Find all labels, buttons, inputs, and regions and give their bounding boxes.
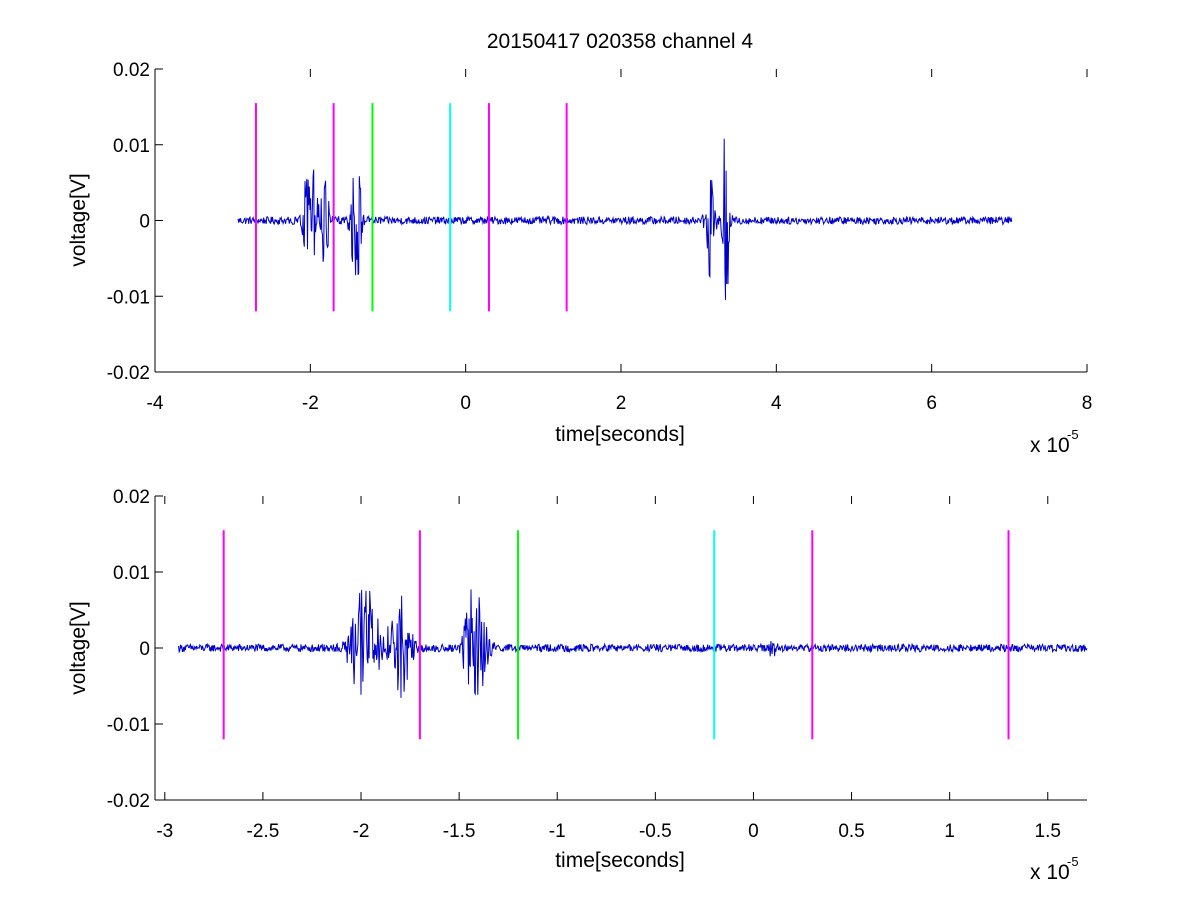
bottom-marker-layer [222, 530, 1010, 740]
bottom-x-axis-label: time[seconds] [555, 849, 685, 872]
x-tick-label: -2.5 [247, 821, 280, 842]
y-tick-label: 0 [139, 212, 150, 233]
x-tick-label: 2 [616, 393, 627, 414]
y-tick-label: -0.01 [107, 715, 150, 736]
top-marker-layer [254, 103, 568, 312]
bottom-y-ticks: -0.02 -0.01 0 0.01 0.02 [107, 487, 163, 812]
top-y-ticks: -0.02 -0.01 0 0.01 0.02 [107, 60, 163, 384]
x-tick-label: -1 [549, 821, 566, 842]
x-tick-label: 1 [944, 821, 955, 842]
x-tick-label: -4 [147, 393, 164, 414]
voltage-trace [237, 138, 1013, 300]
y-tick-label: -0.01 [107, 287, 150, 308]
top-x-exponent: x 10 -5 [1030, 427, 1079, 457]
x-tick-label: 0 [460, 393, 471, 414]
x-tick-label: 6 [926, 393, 937, 414]
x-tick-label: 4 [771, 393, 782, 414]
x-tick-label: -1.5 [443, 821, 476, 842]
top-plot: 20150417 020358 channel 4 -4 -2 0 2 4 6 8 -0.0… [67, 30, 1092, 457]
top-x-axis-label: time[seconds] [555, 423, 685, 446]
y-tick-label: 0.01 [113, 136, 150, 157]
top-y-axis-label: voltage[V] [67, 173, 90, 266]
y-tick-label: 0.02 [113, 487, 150, 508]
voltage-trace [178, 589, 1088, 698]
y-tick-label: -0.02 [107, 363, 150, 384]
bottom-x-ticks: -3 -2.5 -2 -1.5 -1 -0.5 0 0.5 1 1.5 [156, 496, 1061, 842]
top-x-ticks: -4 -2 0 2 4 6 8 [147, 69, 1093, 414]
x-tick-label: 1.5 [1035, 821, 1061, 842]
bottom-plot: -3 -2.5 -2 -1.5 -1 -0.5 0 0.5 1 1.5 -0.02 -0.01 0 0.… [67, 487, 1088, 884]
top-x-exponent-base: x 10 [1030, 434, 1070, 457]
bottom-x-exponent-power: -5 [1067, 854, 1079, 869]
y-tick-label: 0.01 [113, 563, 150, 584]
y-tick-label: 0 [139, 639, 150, 660]
bottom-y-axis-label: voltage[V] [67, 601, 90, 694]
x-tick-label: -2 [302, 393, 319, 414]
y-tick-label: -0.02 [107, 791, 150, 812]
x-tick-label: 8 [1082, 393, 1093, 414]
x-tick-label: 0.5 [838, 821, 864, 842]
bottom-x-exponent-base: x 10 [1030, 861, 1070, 884]
x-tick-label: -0.5 [639, 821, 672, 842]
top-x-exponent-power: -5 [1067, 427, 1079, 442]
bottom-x-exponent: x 10 -5 [1030, 854, 1079, 884]
x-tick-label: 0 [748, 821, 759, 842]
x-tick-label: -2 [353, 821, 370, 842]
chart-title: 20150417 020358 channel 4 [487, 30, 754, 53]
bottom-trace-layer [178, 589, 1088, 698]
x-tick-label: -3 [156, 821, 173, 842]
y-tick-label: 0.02 [113, 60, 150, 81]
top-trace-layer [237, 138, 1013, 300]
